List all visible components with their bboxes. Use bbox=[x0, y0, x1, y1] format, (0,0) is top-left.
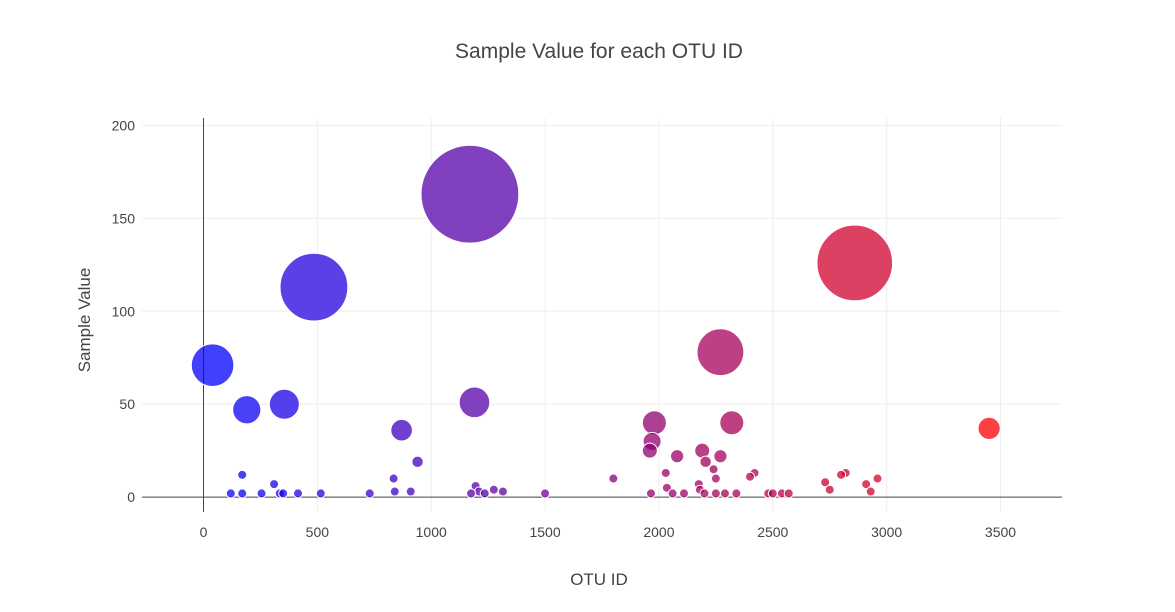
data-bubble[interactable] bbox=[977, 416, 1001, 440]
data-bubble[interactable] bbox=[713, 449, 728, 464]
data-bubble[interactable] bbox=[667, 488, 678, 499]
data-bubble[interactable] bbox=[861, 479, 872, 490]
data-bubble[interactable] bbox=[836, 469, 847, 480]
data-bubble[interactable] bbox=[315, 488, 326, 499]
data-bubble[interactable] bbox=[269, 479, 280, 490]
data-bubble[interactable] bbox=[745, 471, 756, 482]
data-bubble[interactable] bbox=[699, 488, 710, 499]
tick-layer: 0 500 1000 1500 2000 2500 3000 3500 0 50 100 150 200 bbox=[112, 117, 1017, 540]
data-bubble[interactable] bbox=[389, 486, 400, 497]
x-tick-label: 1500 bbox=[529, 524, 560, 540]
data-bubble[interactable] bbox=[641, 442, 658, 459]
chart-title: Sample Value for each OTU ID bbox=[455, 40, 743, 63]
data-bubble[interactable] bbox=[268, 388, 300, 420]
data-bubble[interactable] bbox=[279, 252, 349, 322]
data-bubble[interactable] bbox=[232, 395, 262, 425]
data-bubble[interactable] bbox=[420, 144, 520, 244]
data-bubble[interactable] bbox=[767, 488, 778, 499]
x-tick-label: 2500 bbox=[757, 524, 788, 540]
x-tick-label: 0 bbox=[200, 524, 208, 540]
data-bubble[interactable] bbox=[390, 418, 413, 442]
data-bubble[interactable] bbox=[670, 449, 685, 464]
data-bubble[interactable] bbox=[660, 467, 671, 478]
y-tick-label: 150 bbox=[112, 210, 136, 226]
data-bubble[interactable] bbox=[710, 473, 721, 484]
data-bubble[interactable] bbox=[731, 488, 742, 499]
data-bubble[interactable] bbox=[641, 410, 667, 436]
x-axis-title: OTU ID bbox=[570, 570, 628, 589]
data-bubble[interactable] bbox=[783, 488, 794, 499]
y-axis-title: Sample Value bbox=[75, 268, 94, 373]
x-tick-label: 1000 bbox=[416, 524, 447, 540]
data-bubble[interactable] bbox=[872, 473, 883, 484]
y-tick-label: 100 bbox=[112, 303, 136, 319]
data-bubble[interactable] bbox=[479, 488, 490, 499]
data-bubble[interactable] bbox=[292, 488, 303, 499]
data-bubble[interactable] bbox=[405, 486, 416, 497]
y-tick-label: 0 bbox=[127, 489, 135, 505]
data-bubble[interactable] bbox=[699, 455, 712, 469]
grid-layer bbox=[142, 118, 1062, 512]
x-tick-label: 3000 bbox=[871, 524, 902, 540]
data-bubble[interactable] bbox=[225, 488, 236, 499]
data-bubble[interactable] bbox=[608, 473, 619, 484]
bubble-layer bbox=[190, 144, 1001, 499]
data-bubble[interactable] bbox=[710, 488, 721, 499]
data-bubble[interactable] bbox=[256, 488, 267, 499]
data-bubble[interactable] bbox=[719, 488, 730, 499]
data-bubble[interactable] bbox=[678, 488, 689, 499]
x-tick-label: 2000 bbox=[643, 524, 674, 540]
data-bubble[interactable] bbox=[488, 484, 499, 495]
data-bubble[interactable] bbox=[458, 386, 491, 419]
axis-layer bbox=[142, 118, 1062, 512]
y-tick-label: 200 bbox=[112, 117, 136, 133]
data-bubble[interactable] bbox=[696, 328, 745, 377]
data-bubble[interactable] bbox=[816, 224, 894, 302]
data-bubble[interactable] bbox=[237, 469, 248, 480]
data-bubble[interactable] bbox=[411, 455, 424, 469]
data-bubble[interactable] bbox=[364, 488, 375, 499]
data-bubble[interactable] bbox=[719, 410, 745, 436]
data-bubble[interactable] bbox=[865, 486, 876, 497]
x-tick-label: 500 bbox=[306, 524, 330, 540]
data-bubble[interactable] bbox=[497, 486, 508, 497]
data-bubble[interactable] bbox=[388, 473, 399, 484]
data-bubble[interactable] bbox=[540, 488, 551, 499]
data-bubble[interactable] bbox=[466, 488, 477, 499]
x-tick-label: 3500 bbox=[985, 524, 1016, 540]
data-bubble[interactable] bbox=[278, 488, 289, 499]
data-bubble[interactable] bbox=[645, 488, 656, 499]
data-bubble[interactable] bbox=[824, 484, 835, 495]
y-tick-label: 50 bbox=[119, 396, 135, 412]
data-bubble[interactable] bbox=[237, 488, 248, 499]
data-bubble[interactable] bbox=[190, 343, 235, 387]
data-bubble[interactable] bbox=[820, 477, 831, 488]
data-bubble[interactable] bbox=[708, 464, 719, 475]
